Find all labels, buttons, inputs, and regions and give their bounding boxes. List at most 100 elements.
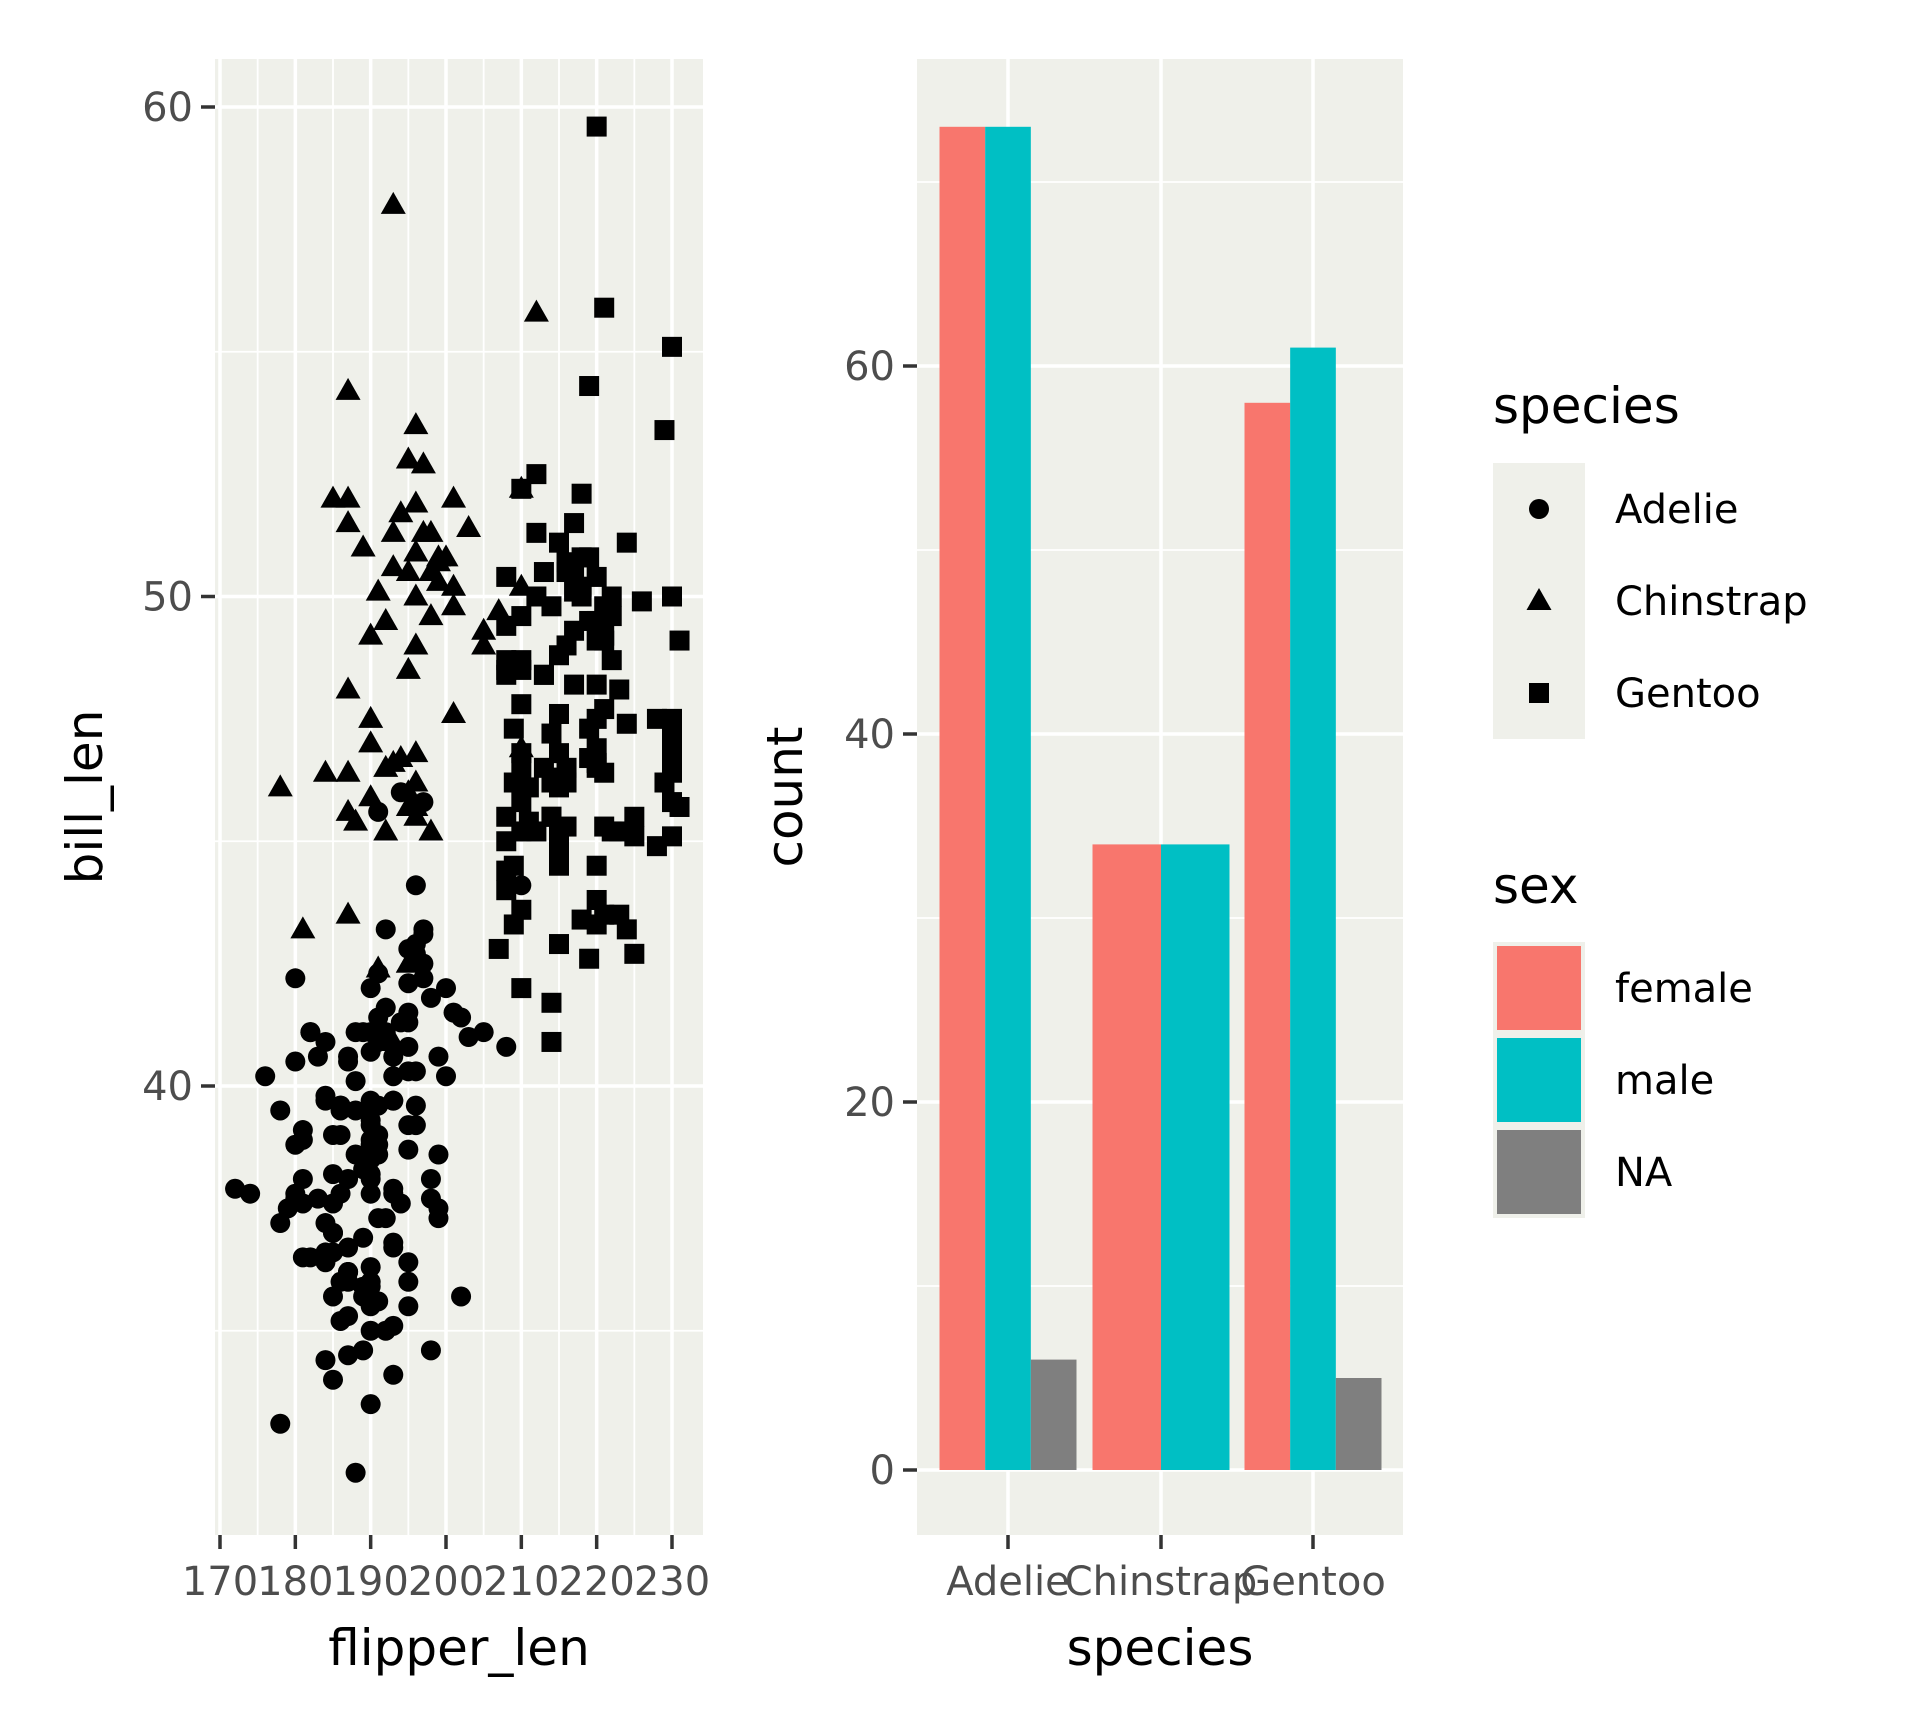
data-point-chinstrap [312,759,338,782]
bar-y-ticks: 0 20 40 60 [844,344,917,1494]
data-point-adelie [307,1046,328,1067]
data-point-adelie [345,1100,366,1121]
data-point-gentoo [503,855,524,876]
data-point-adelie [323,1286,343,1307]
data-point-gentoo [646,836,667,857]
data-point-chinstrap [403,632,429,655]
data-point-adelie [511,875,532,896]
y-tick-label: 60 [142,85,193,131]
data-point-adelie [451,1286,472,1307]
data-point-adelie [360,1115,381,1136]
data-point-chinstrap [395,446,421,469]
legend-species-label: Gentoo [1615,671,1761,717]
x-tick-label: 170 [182,1559,258,1605]
data-point-chinstrap [456,514,482,537]
data-point-adelie [413,968,434,989]
data-point-adelie [285,968,306,989]
data-point-gentoo [662,743,682,764]
data-point-adelie [443,1002,464,1023]
data-point-chinstrap [373,607,399,630]
data-point-gentoo [586,738,607,759]
data-point-gentoo [662,336,682,357]
data-point-adelie [360,1320,381,1341]
data-point-gentoo [586,566,607,587]
data-point-chinstrap [441,593,467,616]
data-point-gentoo [541,772,562,793]
data-point-chinstrap [335,485,361,508]
data-point-adelie [285,1134,306,1155]
scatter-panel-background [215,59,703,1535]
data-point-gentoo [624,826,645,847]
data-point-gentoo [496,566,517,587]
data-point-adelie [285,1051,306,1072]
data-point-gentoo [662,792,682,813]
data-point-adelie [315,1090,336,1111]
data-point-gentoo [601,650,622,671]
data-point-gentoo [511,978,532,999]
data-point-gentoo [533,562,554,583]
bar-adelie-female [939,126,986,1470]
x-tick-label: Chinstrap [1065,1559,1258,1605]
data-point-gentoo [541,806,562,827]
data-point-gentoo [526,464,547,485]
data-point-gentoo [586,116,607,137]
data-point-gentoo [496,831,517,852]
data-point-gentoo [496,615,517,636]
data-point-chinstrap [403,740,429,763]
data-point-adelie [368,801,389,822]
data-point-adelie [375,1320,396,1341]
data-point-adelie [383,1183,404,1204]
data-point-gentoo [511,478,532,499]
data-point-gentoo [662,826,682,847]
data-point-gentoo [549,934,569,955]
data-point-gentoo [579,610,600,631]
data-point-gentoo [556,772,577,793]
data-point-gentoo [541,992,562,1013]
data-point-adelie [338,1237,359,1258]
data-point-adelie [405,1115,426,1136]
data-point-adelie [255,1066,276,1087]
data-point-adelie [315,1350,336,1371]
data-point-adelie [360,1149,381,1170]
data-point-adelie [436,1066,456,1087]
data-point-gentoo [511,899,532,920]
data-point-adelie [292,1169,313,1190]
data-point-adelie [383,1232,404,1253]
data-point-gentoo [564,513,585,534]
data-point-adelie [428,1198,449,1219]
data-point-gentoo [533,664,554,685]
data-point-gentoo [654,420,675,441]
data-point-gentoo [503,772,524,793]
data-point-chinstrap [418,519,444,542]
data-point-adelie [436,978,456,999]
data-point-adelie [270,1213,291,1234]
legend-square-icon [1529,683,1549,703]
data-point-chinstrap [350,534,376,557]
data-point-adelie [360,1394,381,1415]
data-point-gentoo [526,821,547,842]
data-point-gentoo [586,674,607,695]
data-point-adelie [398,1271,419,1292]
data-point-gentoo [496,806,517,827]
data-point-gentoo [579,376,600,397]
data-point-adelie [420,987,441,1008]
data-point-chinstrap [365,955,391,978]
legend-sex-title: sex [1493,857,1579,915]
data-point-adelie [428,1046,449,1067]
x-tick-label: Adelie [946,1559,1070,1605]
data-point-adelie [345,1144,366,1165]
data-point-adelie [413,924,434,945]
data-point-adelie [353,1227,374,1248]
data-point-adelie [330,1095,351,1116]
legend-sex-label: NA [1615,1150,1673,1196]
data-point-adelie [338,1169,359,1190]
data-point-adelie [420,1169,441,1190]
data-point-gentoo [556,816,577,837]
data-point-gentoo [601,821,622,842]
data-point-chinstrap [486,598,512,621]
data-point-gentoo [662,723,682,744]
data-point-chinstrap [335,377,361,400]
data-point-adelie [323,1124,343,1145]
